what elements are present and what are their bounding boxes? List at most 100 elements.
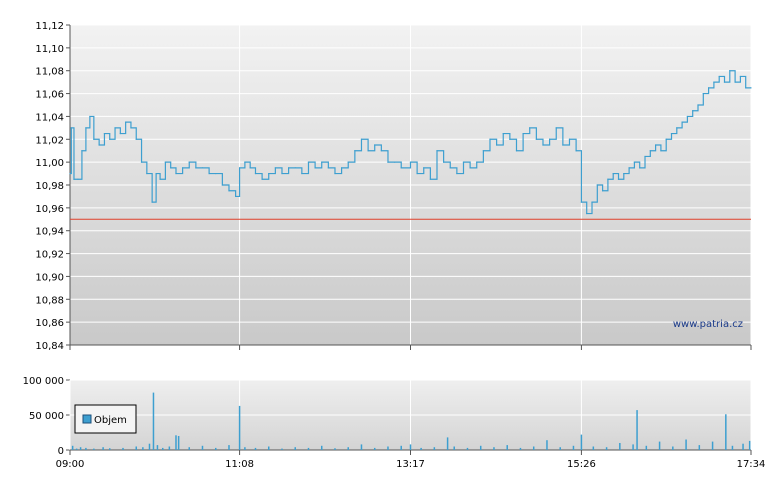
- price-point: [549, 138, 551, 140]
- price-point: [729, 70, 731, 72]
- price-point: [182, 167, 184, 169]
- volume-bar: [244, 447, 246, 450]
- volume-bar: [632, 444, 634, 450]
- time-tick-label: 11:08: [225, 459, 254, 470]
- price-point: [327, 167, 329, 169]
- price-point: [175, 172, 177, 175]
- volume-bar: [580, 434, 583, 450]
- price-point: [502, 132, 504, 135]
- volume-bar: [672, 446, 674, 450]
- volume-bar: [420, 447, 422, 450]
- price-point: [307, 161, 310, 163]
- price-point: [70, 127, 72, 129]
- price-point: [81, 150, 83, 152]
- price-point: [423, 167, 425, 169]
- price-point: [586, 212, 588, 215]
- volume-bar: [294, 447, 296, 450]
- price-point: [739, 75, 742, 78]
- price-point: [281, 172, 283, 175]
- price-point: [660, 150, 662, 152]
- price-point: [93, 138, 95, 140]
- volume-bar: [446, 437, 449, 450]
- price-point: [436, 150, 438, 152]
- volume-bar: [214, 447, 217, 450]
- price-point: [294, 167, 296, 169]
- price-point: [612, 172, 614, 175]
- price-point: [476, 161, 478, 163]
- volume-bar: [711, 441, 714, 450]
- volume-bar: [175, 435, 177, 450]
- price-point: [244, 161, 246, 163]
- price-point: [400, 167, 402, 169]
- price-point: [509, 138, 511, 140]
- volume-bar: [572, 445, 575, 450]
- price-point: [201, 167, 204, 169]
- price-point: [249, 167, 251, 169]
- price-y-tick-label: 10,96: [35, 204, 64, 215]
- price-point: [750, 87, 752, 89]
- volume-bar: [79, 447, 82, 450]
- price-y-tick-label: 11,06: [35, 90, 64, 101]
- price-point: [580, 201, 583, 203]
- price-point: [238, 167, 241, 169]
- price-point: [103, 132, 106, 135]
- volume-bar: [592, 446, 595, 450]
- volume-bar: [559, 447, 561, 450]
- volume-bar: [228, 445, 230, 450]
- price-point: [341, 167, 343, 169]
- price-point: [208, 172, 210, 175]
- price-point: [347, 161, 349, 163]
- price-point: [692, 110, 694, 112]
- price-point: [77, 178, 79, 180]
- price-point: [268, 172, 270, 175]
- volume-bar: [506, 445, 508, 450]
- volume-bar: [360, 444, 363, 450]
- volume-bar: [267, 446, 270, 450]
- price-point: [713, 81, 715, 83]
- price-point: [170, 167, 172, 169]
- price-point: [708, 87, 710, 89]
- price-point: [114, 127, 116, 129]
- volume-bar: [161, 447, 164, 450]
- price-point: [639, 167, 641, 169]
- price-point: [159, 178, 161, 180]
- price-point: [607, 178, 609, 180]
- price-point: [314, 167, 316, 169]
- volume-y-tick-label: 50 000: [29, 411, 64, 422]
- price-point: [394, 161, 396, 163]
- price-point: [254, 172, 257, 175]
- legend-swatch: [82, 414, 92, 424]
- volume-bar: [122, 447, 124, 450]
- volume-bar: [93, 448, 95, 450]
- price-point: [681, 121, 683, 123]
- price-point: [633, 161, 636, 163]
- volume-bar: [519, 447, 522, 450]
- volume-bar: [254, 447, 257, 450]
- volume-bars: [71, 392, 751, 450]
- price-point: [542, 144, 544, 146]
- volume-bar: [387, 446, 389, 450]
- price-point: [562, 144, 564, 146]
- price-point: [135, 138, 137, 140]
- volume-bar: [698, 445, 701, 450]
- price-point: [522, 132, 524, 135]
- price-point: [602, 190, 604, 192]
- volume-y-axis-ticks: 100 000 50 000 0: [23, 376, 70, 457]
- price-y-tick-label: 11,02: [35, 135, 64, 146]
- volume-bar: [108, 448, 111, 450]
- price-point: [155, 172, 157, 175]
- price-point: [85, 127, 87, 129]
- price-point: [535, 138, 537, 140]
- volume-bar: [731, 445, 734, 450]
- price-point: [529, 127, 531, 129]
- volume-bar: [148, 443, 151, 450]
- price-point: [125, 121, 127, 123]
- price-y-tick-label: 10,90: [35, 272, 64, 283]
- volume-bar: [320, 445, 323, 450]
- price-point: [697, 104, 699, 106]
- volume-bar: [135, 446, 137, 450]
- price-point: [443, 161, 445, 163]
- legend-label: Objem: [94, 415, 127, 426]
- price-y-tick-label: 10,94: [35, 227, 64, 238]
